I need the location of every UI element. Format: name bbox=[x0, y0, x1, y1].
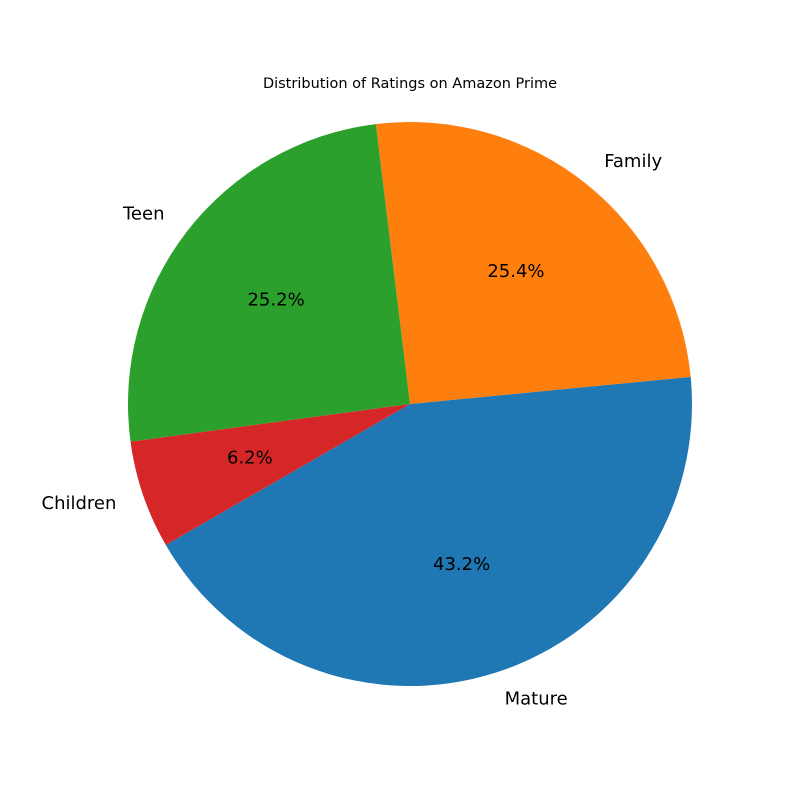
slice-label-teen: Teen bbox=[122, 203, 165, 224]
pct-label-teen: 25.2% bbox=[247, 290, 304, 311]
pie-slice-children bbox=[130, 404, 410, 545]
pie-slice-mature bbox=[165, 376, 692, 686]
chart-title: Distribution of Ratings on Amazon Prime bbox=[263, 76, 557, 92]
pct-label-family: 25.4% bbox=[487, 261, 544, 282]
pie-slice-teen bbox=[128, 124, 410, 442]
pie-labels: Mature 43.2% Family 25.4% Teen 25.2% Children 6… bbox=[42, 151, 663, 709]
pie-slice-family bbox=[375, 122, 691, 404]
slice-label-children: Children bbox=[42, 493, 117, 514]
slice-label-mature: Mature bbox=[505, 688, 568, 709]
pct-label-children: 6.2% bbox=[227, 448, 273, 469]
pct-label-mature: 43.2% bbox=[433, 554, 490, 575]
pie-slices bbox=[128, 122, 692, 686]
slice-label-family: Family bbox=[604, 151, 662, 172]
